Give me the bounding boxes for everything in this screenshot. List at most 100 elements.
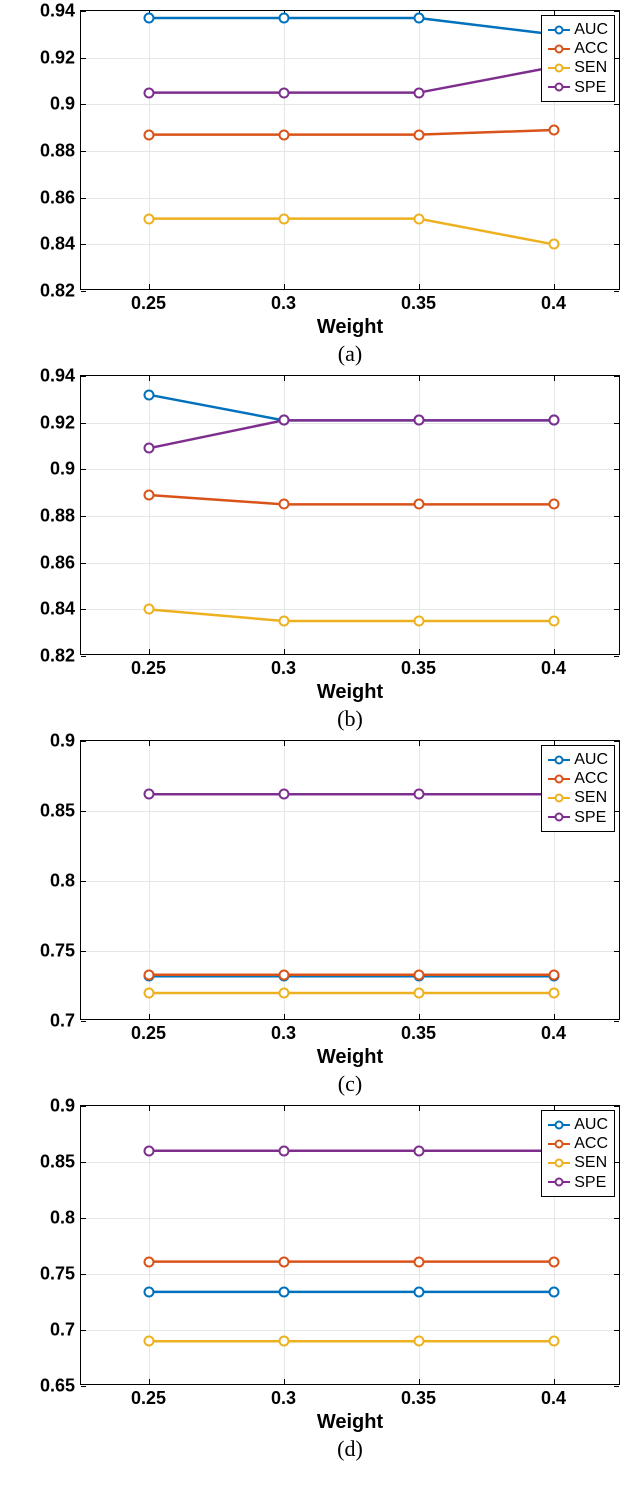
plot-area: 0.820.840.860.880.90.920.940.250.30.350.… [80, 10, 620, 290]
marker-ACC [413, 499, 424, 510]
marker-AUC [143, 389, 154, 400]
marker-ACC [143, 969, 154, 980]
legend-marker [548, 1157, 570, 1169]
legend-marker [548, 81, 570, 93]
tick-mark [614, 1386, 619, 1387]
marker-SPE [413, 415, 424, 426]
legend-item-AUC: AUC [548, 1115, 608, 1134]
marker-SPE [278, 415, 289, 426]
marker-SEN [413, 213, 424, 224]
series-lines [81, 376, 621, 656]
legend-marker [548, 1176, 570, 1188]
marker-ACC [413, 129, 424, 140]
marker-ACC [143, 1256, 154, 1267]
panel-c: 0.70.750.80.850.90.250.30.350.4AUCACCSEN… [10, 740, 632, 1097]
marker-SPE [413, 87, 424, 98]
tick-mark [81, 1386, 86, 1387]
marker-ACC [278, 1256, 289, 1267]
series-line-SEN [149, 609, 554, 621]
xlabel: Weight [80, 1046, 620, 1069]
marker-SEN [548, 1336, 559, 1347]
xtick-label: 0.4 [541, 1384, 566, 1409]
ytick-label: 0.86 [40, 187, 81, 208]
legend-label: AUC [574, 20, 608, 39]
ytick-label: 0.94 [40, 1, 81, 22]
xtick-label: 0.25 [131, 1019, 166, 1044]
xlabel: Weight [80, 681, 620, 704]
legend-item-SEN: SEN [548, 788, 608, 807]
ytick-label: 0.8 [50, 1208, 81, 1229]
panel-a: 0.820.840.860.880.90.920.940.250.30.350.… [10, 10, 632, 367]
ytick-label: 0.9 [50, 459, 81, 480]
xlabel: Weight [80, 1411, 620, 1434]
xtick-label: 0.35 [401, 1384, 436, 1409]
figure: 0.820.840.860.880.90.920.940.250.30.350.… [10, 10, 632, 1462]
marker-SEN [143, 604, 154, 615]
legend-marker [548, 62, 570, 74]
xtick-label: 0.4 [541, 1019, 566, 1044]
legend-marker [548, 43, 570, 55]
ytick-label: 0.88 [40, 141, 81, 162]
marker-ACC [413, 969, 424, 980]
legend-marker [548, 24, 570, 36]
legend-item-AUC: AUC [548, 20, 608, 39]
panel-caption: (c) [80, 1071, 620, 1097]
legend-label: SEN [574, 788, 607, 807]
legend-label: ACC [574, 769, 608, 788]
plot-area: 0.70.750.80.850.90.250.30.350.4AUCACCSEN… [80, 740, 620, 1020]
marker-SEN [278, 213, 289, 224]
ytick-label: 0.88 [40, 506, 81, 527]
legend-item-SPE: SPE [548, 1173, 608, 1192]
series-line-AUC [149, 395, 554, 421]
marker-SEN [548, 239, 559, 250]
legend: AUCACCSENSPE [541, 745, 615, 832]
legend-label: SEN [574, 1153, 607, 1172]
marker-AUC [413, 1286, 424, 1297]
legend-label: SPE [574, 808, 606, 827]
marker-SPE [278, 87, 289, 98]
marker-SEN [278, 1336, 289, 1347]
xtick-label: 0.25 [131, 654, 166, 679]
xtick-label: 0.3 [271, 1019, 296, 1044]
legend-label: AUC [574, 750, 608, 769]
panel-b: 0.820.840.860.880.90.920.940.250.30.350.… [10, 375, 632, 732]
marker-AUC [413, 13, 424, 24]
legend-item-AUC: AUC [548, 750, 608, 769]
legend-label: AUC [574, 1115, 608, 1134]
ytick-label: 0.65 [40, 1376, 81, 1397]
xtick-label: 0.35 [401, 289, 436, 314]
tick-mark [81, 1021, 86, 1022]
series-line-SPE [149, 67, 554, 93]
legend-label: SPE [574, 1173, 606, 1192]
ytick-label: 0.94 [40, 366, 81, 387]
legend-marker [548, 1138, 570, 1150]
marker-SPE [413, 1145, 424, 1156]
legend-item-ACC: ACC [548, 1134, 608, 1153]
marker-ACC [278, 129, 289, 140]
legend: AUCACCSENSPE [541, 1110, 615, 1197]
plot-area: 0.650.70.750.80.850.90.250.30.350.4AUCAC… [80, 1105, 620, 1385]
legend-label: ACC [574, 1134, 608, 1153]
ytick-label: 0.84 [40, 234, 81, 255]
legend-item-SEN: SEN [548, 1153, 608, 1172]
marker-SPE [143, 87, 154, 98]
series-line-SEN [149, 219, 554, 245]
marker-ACC [143, 490, 154, 501]
marker-ACC [143, 129, 154, 140]
panel-caption: (d) [80, 1436, 620, 1462]
tick-mark [81, 656, 86, 657]
marker-ACC [413, 1256, 424, 1267]
panel-caption: (b) [80, 706, 620, 732]
marker-SEN [278, 616, 289, 627]
panel-d: 0.650.70.750.80.850.90.250.30.350.4AUCAC… [10, 1105, 632, 1462]
series-line-ACC [149, 495, 554, 504]
ytick-label: 0.75 [40, 941, 81, 962]
legend-item-SPE: SPE [548, 808, 608, 827]
ytick-label: 0.9 [50, 1096, 81, 1117]
marker-ACC [548, 125, 559, 136]
ytick-label: 0.82 [40, 281, 81, 302]
xlabel: Weight [80, 316, 620, 339]
ytick-label: 0.9 [50, 731, 81, 752]
series-line-SPE [149, 420, 554, 448]
tick-mark [614, 291, 619, 292]
